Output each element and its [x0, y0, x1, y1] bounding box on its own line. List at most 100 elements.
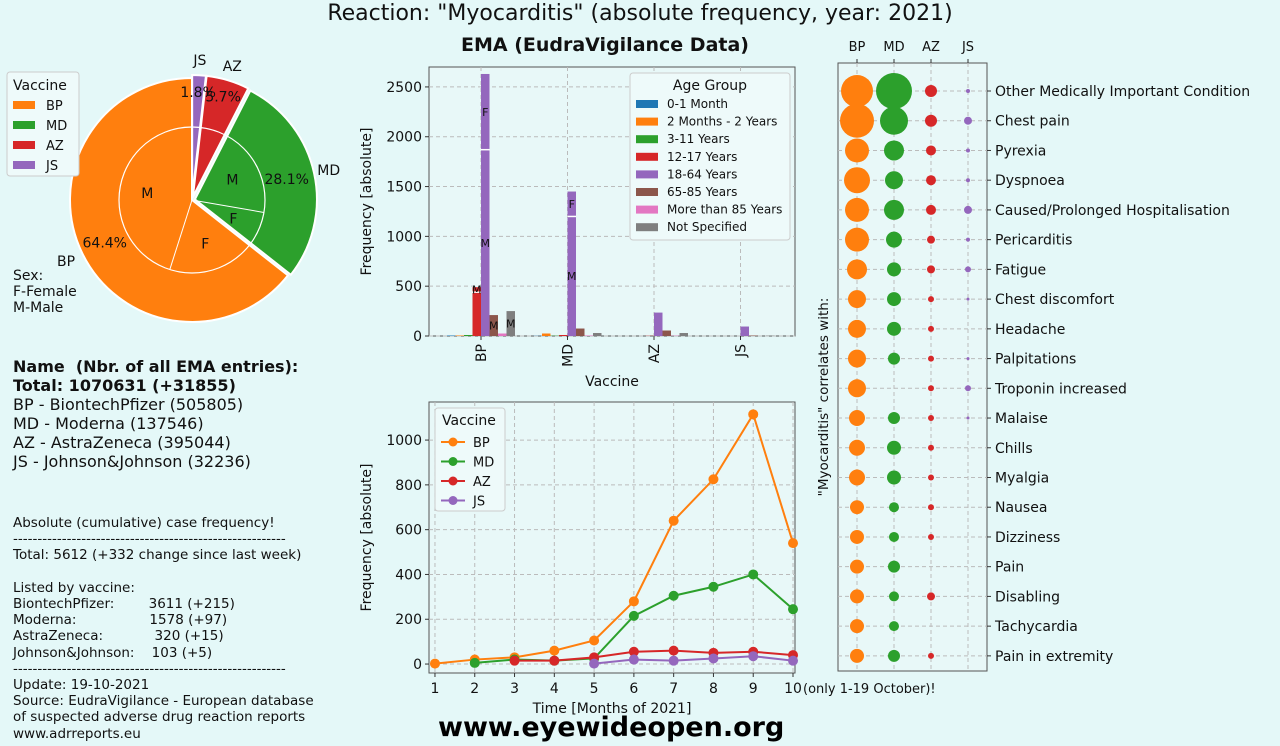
- case-frequency-notes: Absolute (cumulative) case frequency! ---…: [13, 515, 314, 742]
- info-line: BP - BiontechPfizer (505805): [13, 395, 244, 414]
- pie-sex-note: Sex:: [13, 268, 43, 284]
- pie-sex-note: F-Female: [13, 284, 77, 300]
- bubble-md: [888, 560, 900, 573]
- bar-ytick-label: 1000: [386, 229, 422, 245]
- line-xtick-label: 5: [590, 681, 599, 697]
- bar-md-4: [567, 191, 576, 336]
- bubble-md: [888, 412, 900, 425]
- bubble-md: [880, 106, 908, 135]
- bubble-row-label: Pericarditis: [995, 233, 1072, 249]
- note-line: Johnson&Johnson: 103 (+5): [13, 644, 213, 661]
- pie-legend-label: AZ: [46, 139, 64, 154]
- vaccine-info-block: Name (Nbr. of all EMA entries): Total: 10…: [13, 357, 298, 471]
- pie-inner-divider: [191, 199, 265, 213]
- bubble-bp: [845, 227, 869, 252]
- bar-sex-label: F: [482, 106, 488, 119]
- line-ytick-label: 400: [395, 567, 422, 583]
- line-xtick-label: 3: [510, 681, 519, 697]
- line-legend-marker: [448, 437, 458, 447]
- bubble-bp: [850, 559, 864, 574]
- bubble-js: [964, 116, 972, 125]
- bubble-column-label: MD: [883, 40, 904, 55]
- bubble-az: [928, 296, 934, 303]
- bubble-bp: [849, 469, 865, 486]
- bar-md-7: [593, 333, 602, 336]
- line-point-md: [748, 569, 759, 580]
- pie-legend-box: [6, 71, 80, 177]
- bar-legend-label: 65-85 Years: [667, 185, 737, 199]
- bar-legend-label: Not Specified: [667, 220, 747, 234]
- line-point-js: [748, 651, 759, 662]
- bubble-column-label: JS: [961, 40, 974, 55]
- line-ytick-label: 800: [395, 478, 422, 494]
- line-point-md: [788, 604, 799, 615]
- bubble-bp: [845, 197, 869, 222]
- bubble-az: [928, 474, 934, 481]
- bar-legend-swatch: [636, 223, 658, 232]
- bar-legend-label: 3-11 Years: [667, 132, 730, 146]
- pie-sex-note: M-Male: [13, 300, 63, 316]
- bar-md-1: [542, 333, 551, 336]
- bubble-md: [889, 502, 899, 513]
- note-line: Absolute (cumulative) case frequency!: [13, 515, 275, 531]
- pie-inner-divider: [191, 127, 201, 201]
- bar-legend-swatch: [636, 100, 658, 108]
- bubble-az: [928, 504, 934, 511]
- pie-pct-label: 28.1%: [264, 172, 308, 188]
- bar-xtick-label: AZ: [647, 344, 663, 363]
- line-point-az: [549, 655, 560, 666]
- bubble-bp: [848, 319, 866, 338]
- bar-sex-label: F: [569, 198, 575, 211]
- bubble-row-label: Pain: [995, 560, 1024, 576]
- bubble-row-label: Pain in extremity: [995, 649, 1113, 665]
- bubble-row-label: Palpitations: [995, 352, 1076, 368]
- line-point-js: [628, 654, 639, 665]
- bar-legend-label: 12-17 Years: [667, 150, 737, 164]
- info-line: JS - Johnson&Johnson (32236): [13, 452, 251, 471]
- bubble-bp: [850, 619, 864, 634]
- bubble-js: [966, 357, 970, 361]
- note-line: ----------------------------------------…: [13, 531, 286, 548]
- line-legend-label: MD: [473, 456, 494, 471]
- pie-slice-az: [191, 74, 250, 198]
- note-line: Listed by vaccine:: [13, 579, 135, 596]
- bubble-bp: [850, 589, 864, 604]
- bubble-md: [886, 231, 902, 248]
- note-line: ----------------------------------------…: [13, 660, 286, 677]
- bubble-az: [926, 145, 936, 156]
- bubble-az: [928, 385, 934, 392]
- info-line: AZ - AstraZeneca (395044): [13, 433, 231, 452]
- pie-slice-md: [193, 89, 318, 277]
- bubble-js: [965, 385, 971, 392]
- monthly-line-chart: 0 200 400 600 800 1000 1 2 3 4 5 6 7 8 9 10 (only 1-19 O…: [359, 401, 936, 717]
- bar-xtick-label: BP: [474, 344, 490, 362]
- bubble-az: [928, 533, 934, 540]
- bubble-az: [926, 175, 936, 186]
- line-xtick-label: 2: [470, 681, 479, 697]
- footer-url: www.eyewideopen.org: [438, 712, 785, 743]
- bar-md-5: [576, 328, 585, 336]
- line-point-bp: [429, 658, 440, 669]
- info-header: Name (Nbr. of all EMA entries):: [13, 357, 299, 376]
- line-xtick-note: (only 1-19 October)!: [803, 682, 936, 697]
- ema-subtitle: EMA (EudraVigilance Data): [461, 34, 749, 56]
- bar-legend-swatch: [636, 205, 658, 214]
- line-xtick-label: 1: [431, 681, 440, 697]
- bubble-bp: [850, 500, 864, 515]
- note-line: Total: 5612 (+332 change since last week…: [13, 547, 302, 564]
- bubble-column-label: BP: [849, 40, 866, 55]
- pie-pct-label: 1.8%: [180, 85, 216, 101]
- note-line: www.adrreports.eu: [13, 725, 141, 742]
- pie-category-label: JS: [192, 53, 206, 69]
- bar-sex-label: M: [472, 284, 482, 297]
- line-ytick-label: 1000: [386, 433, 422, 449]
- pie-slice-bp: [69, 76, 290, 323]
- bubble-row-label: Pyrexia: [995, 143, 1046, 159]
- pie-sex-label: M: [141, 186, 153, 202]
- note-line: Source: EudraVigilance - European databa…: [13, 693, 314, 710]
- bubble-md: [885, 171, 903, 190]
- note-line: [13, 564, 314, 580]
- bubble-row-label: Dyspnoea: [995, 173, 1065, 189]
- pie-category-label: BP: [57, 254, 75, 270]
- line-series-az: [514, 649, 794, 662]
